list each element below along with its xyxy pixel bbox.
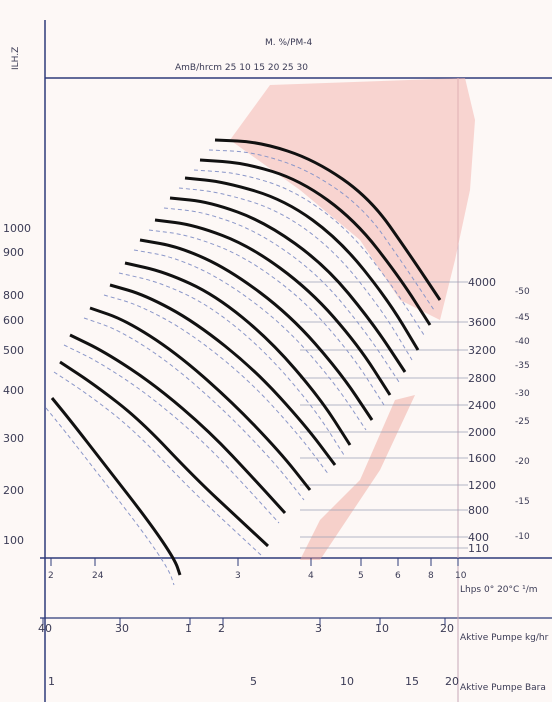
y-tick-label: 200	[3, 484, 24, 497]
right-value-label: 3600	[468, 316, 496, 329]
right-value-label: 2400	[468, 399, 496, 412]
y-tick-label: 800	[3, 289, 24, 302]
y-tick-label: 300	[3, 432, 24, 445]
bottom-axis1-tick: 24	[92, 571, 104, 581]
bottom-axis1-tick: 8	[428, 571, 434, 581]
right-value-label: 2800	[468, 372, 496, 385]
top-label-b: AmB/hrcm 25 10 15 20 25 30	[175, 63, 308, 73]
series-line	[154, 218, 392, 396]
bottom-axis1-tick: 4	[308, 571, 314, 581]
series-dash-line	[133, 249, 367, 431]
bottom-axis2-tick: 10	[375, 622, 389, 635]
series-line	[124, 261, 352, 446]
far-right-label: -35	[515, 361, 530, 371]
y-tick-label: 600	[3, 314, 24, 327]
far-right-label: -10	[515, 532, 530, 542]
series-line	[50, 397, 182, 576]
shaded-band	[300, 395, 415, 560]
series-dash-line	[63, 344, 280, 524]
bottom-axis3-label: Aktive Pumpe Bara	[460, 683, 546, 693]
bottom-axis2-tick: 30	[115, 622, 129, 635]
right-value-label: 1200	[468, 479, 496, 492]
bottom-axis2-tick: 40	[38, 622, 52, 635]
right-value-label: 110	[468, 542, 489, 555]
right-value-label: 1600	[468, 452, 496, 465]
series-line	[59, 360, 270, 548]
far-right-label: -15	[515, 497, 530, 507]
bottom-axis2-tick: 1	[185, 622, 192, 635]
series-line	[69, 333, 287, 515]
far-right-label: -45	[515, 313, 530, 323]
right-value-label: 4000	[468, 276, 496, 289]
far-right-label: -40	[515, 337, 530, 347]
y-tick-label: 1000	[3, 222, 31, 235]
series-line	[139, 238, 374, 421]
y-tick-label: 400	[3, 384, 24, 397]
far-right-label: -25	[515, 417, 530, 427]
series-dash-line	[178, 187, 413, 361]
series-line	[89, 306, 312, 491]
series-line	[184, 176, 420, 351]
bottom-axis3-tick: 15	[405, 675, 419, 688]
bottom-axis1-tick: 6	[395, 571, 401, 581]
bottom-axis3-tick: 1	[48, 675, 55, 688]
bottom-axis1-tick: 3	[235, 571, 241, 581]
series-dash-line	[103, 294, 330, 476]
bottom-axis1-label: Lhps 0° 20°C ¹/m	[460, 585, 538, 595]
right-value-label: 800	[468, 504, 489, 517]
bottom-axis2-tick: 2	[218, 622, 225, 635]
series-dash-line	[148, 229, 385, 406]
series-line	[109, 283, 337, 466]
series-line	[169, 196, 407, 373]
bottom-axis1-tick: 10	[455, 571, 467, 581]
right-value-label: 400	[468, 531, 489, 544]
series-dash-line	[45, 407, 175, 586]
far-right-label: -30	[515, 389, 530, 399]
series-dash-line	[53, 371, 263, 557]
bottom-axis3-tick: 20	[445, 675, 459, 688]
far-right-label: -50	[515, 287, 530, 297]
right-value-label: 3200	[468, 344, 496, 357]
bottom-axis2-tick: 20	[440, 622, 454, 635]
bottom-axis3-tick: 10	[340, 675, 354, 688]
bottom-axis1-tick: 5	[358, 571, 364, 581]
bottom-axis1-tick: 2	[48, 571, 54, 581]
series-dash-line	[208, 149, 435, 311]
shaded-region	[230, 78, 475, 320]
y-tick-label: 900	[3, 246, 24, 259]
top-label-a: M. %/PM-4	[265, 38, 313, 48]
series-dash-line	[83, 317, 305, 501]
series-line	[199, 158, 432, 326]
y-tick-label: 100	[3, 534, 24, 547]
right-value-label: 2000	[468, 426, 496, 439]
far-right-label: -20	[515, 457, 530, 467]
bottom-axis2-tick: 3	[315, 622, 322, 635]
series-dash-line	[193, 169, 425, 336]
left-corner-label: ILH.Z	[11, 47, 21, 70]
y-tick-label: 500	[3, 344, 24, 357]
bottom-axis3-tick: 5	[250, 675, 257, 688]
bottom-axis2-label: Aktive Pumpe kg/hr	[460, 633, 549, 643]
series-line	[214, 138, 442, 301]
